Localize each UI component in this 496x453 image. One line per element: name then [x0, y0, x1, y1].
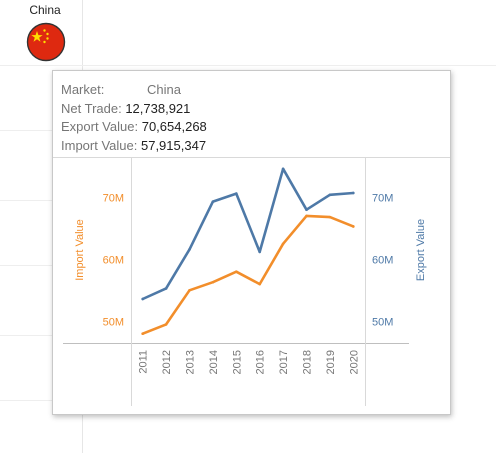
- dual-axis-line-chart: 50M 60M 70M Import Value 50M 60M 70M Export Val…: [53, 157, 450, 406]
- import-value-point: [235, 270, 238, 273]
- x-tick-label: 2011: [138, 350, 150, 374]
- right-axis-tick-label: 60M: [372, 254, 393, 266]
- import-value-point: [211, 280, 215, 284]
- net-trade-row: Net Trade: 12,738,921: [61, 100, 207, 119]
- x-tick-label: 2017: [278, 350, 290, 374]
- net-trade-label: Net Trade:: [61, 100, 122, 116]
- right-axis-title: Export Value: [415, 219, 427, 281]
- export-value-point: [211, 200, 215, 203]
- market-label: Market:: [61, 82, 105, 97]
- export-value-point: [141, 297, 144, 301]
- x-tick-label: 2016: [255, 350, 267, 374]
- export-value-point: [328, 193, 332, 197]
- left-axis-tick-label: 70M: [103, 192, 124, 204]
- export-value-line: [141, 167, 355, 301]
- import-value-point: [352, 225, 355, 228]
- x-tick-label: 2020: [348, 350, 360, 374]
- export-value-label: Export Value:: [61, 119, 139, 134]
- import-value-point: [141, 332, 144, 336]
- import-value-point: [305, 214, 308, 218]
- x-tick-label: 2014: [208, 350, 220, 374]
- import-value-row: Import Value: 57,915,347: [61, 137, 207, 156]
- import-value-value: 57,915,347: [140, 137, 207, 153]
- right-axis-tick-label: 70M: [372, 192, 393, 204]
- left-axis-tick-label: 50M: [103, 316, 124, 328]
- market-value: China: [147, 82, 181, 97]
- import-value-line: [141, 214, 355, 336]
- x-tick-label: 2015: [231, 350, 243, 374]
- market-row: Market: China: [61, 81, 207, 100]
- import-value-point: [328, 215, 332, 219]
- market-header-label: China: [29, 3, 61, 17]
- import-value-point: [258, 282, 261, 286]
- x-tick-label: 2019: [325, 350, 337, 374]
- export-value-point: [281, 167, 285, 171]
- export-value-point: [235, 192, 238, 195]
- export-value-point: [258, 250, 261, 254]
- x-tick-label: 2018: [302, 350, 314, 374]
- export-value-point: [188, 248, 191, 251]
- import-value-label: Import Value:: [61, 137, 138, 153]
- import-value-point: [164, 323, 168, 326]
- export-value-point: [164, 287, 168, 290]
- left-axis-tick-label: 60M: [103, 254, 124, 266]
- x-tick-label: 2012: [161, 350, 173, 374]
- export-value-point: [352, 191, 355, 195]
- right-axis-tick-label: 50M: [372, 316, 393, 328]
- export-value-value: 70,654,268: [141, 119, 207, 134]
- tooltip-info: Market: China Net Trade: 12,738,921 Expor…: [61, 81, 207, 155]
- left-axis-title: Import Value: [74, 219, 86, 281]
- tooltip-panel: Market: China Net Trade: 12,738,921 Expor…: [52, 70, 451, 415]
- export-value-row: Export Value: 70,654,268: [61, 118, 207, 137]
- china-flag-icon[interactable]: [26, 22, 66, 62]
- import-value-point: [188, 289, 191, 292]
- import-value-point: [281, 242, 285, 246]
- x-tick-label: 2013: [185, 350, 197, 374]
- export-value-point: [305, 208, 308, 211]
- net-trade-value: 12,738,921: [125, 100, 191, 116]
